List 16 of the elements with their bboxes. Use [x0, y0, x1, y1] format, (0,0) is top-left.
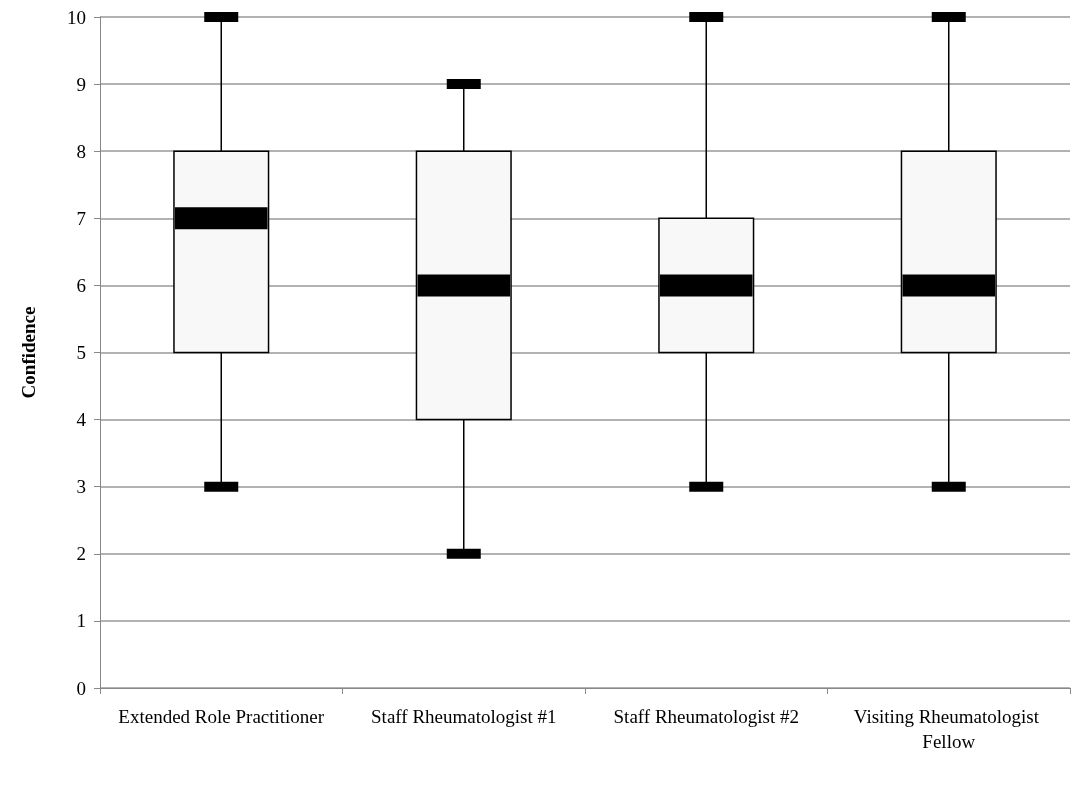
y-tick-label: 0 — [76, 677, 86, 699]
y-tick-label: 6 — [76, 274, 86, 296]
y-tick-label: 7 — [76, 207, 86, 229]
x-tick-label: Visiting Rheumatologist Fellow — [853, 706, 1044, 752]
x-tick-label: Staff Rheumatologist #1 — [371, 706, 557, 727]
y-tick-label: 1 — [76, 610, 86, 632]
y-tick-label: 9 — [76, 73, 86, 95]
y-tick-label: 8 — [76, 140, 86, 162]
y-axis-title: Confidence — [18, 306, 39, 399]
y-tick-label: 4 — [76, 409, 87, 431]
y-tick-label: 2 — [76, 543, 86, 565]
y-tick-label: 5 — [76, 342, 86, 363]
y-tick-label: 3 — [76, 476, 86, 498]
y-tick-label: 10 — [67, 6, 86, 28]
x-tick-label: Staff Rheumatologist #2 — [613, 706, 799, 727]
x-tick-label: Extended Role Practitioner — [118, 706, 325, 727]
